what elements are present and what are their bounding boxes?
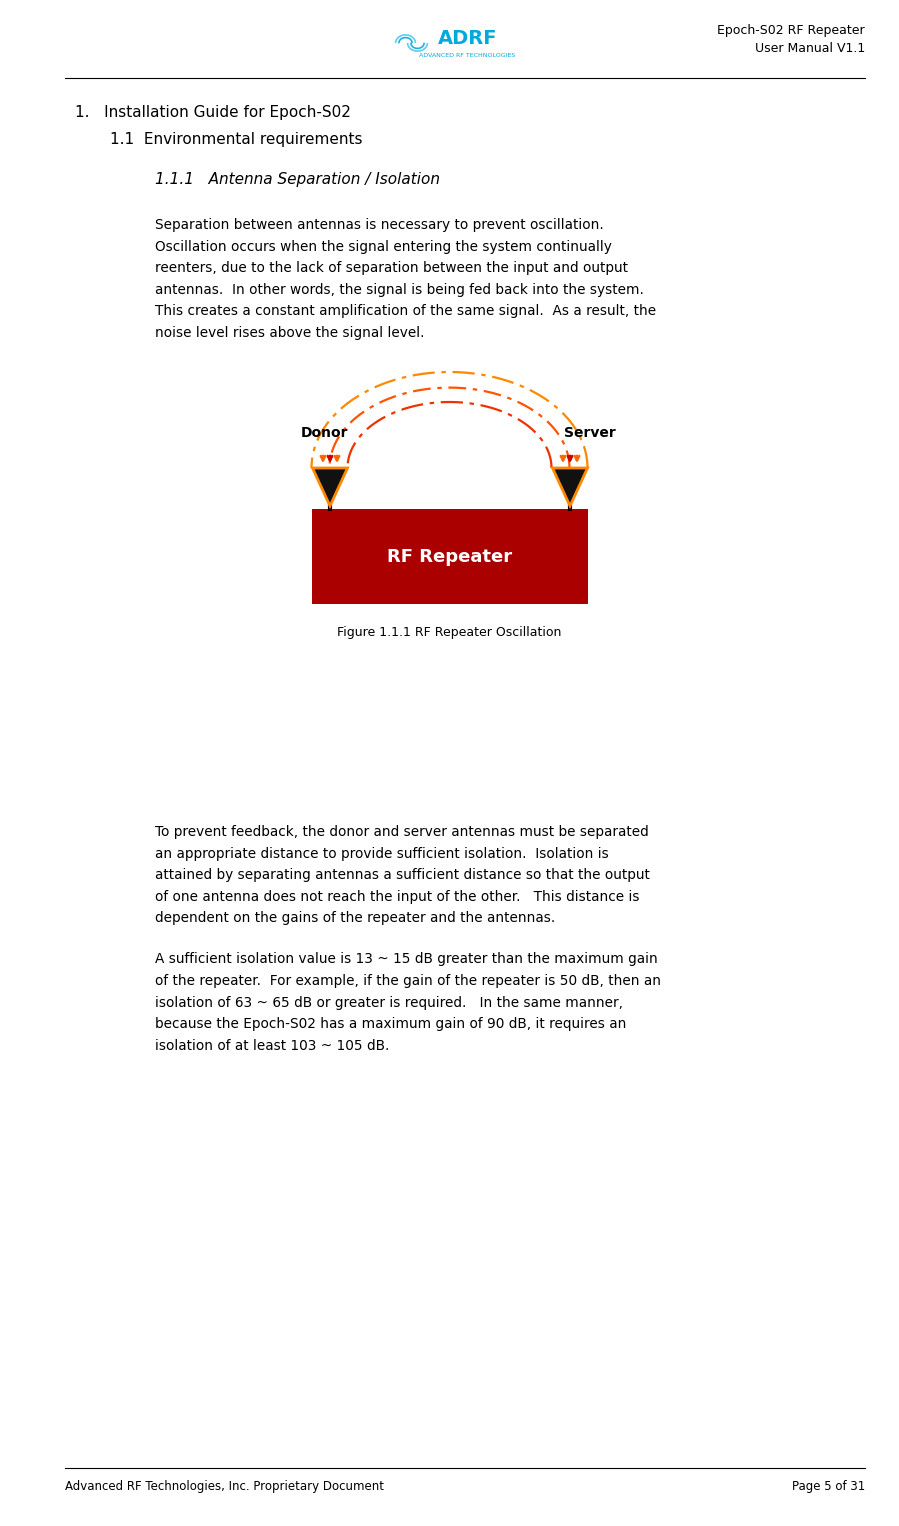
Text: ADRF: ADRF: [438, 29, 497, 47]
Text: Epoch-S02 RF Repeater: Epoch-S02 RF Repeater: [717, 23, 865, 37]
Text: A sufficient isolation value is 13 ~ 15 dB greater than the maximum gain: A sufficient isolation value is 13 ~ 15 …: [155, 952, 658, 966]
Text: RF Repeater: RF Repeater: [387, 548, 512, 566]
Text: Advanced RF Technologies, Inc. Proprietary Document: Advanced RF Technologies, Inc. Proprieta…: [65, 1480, 384, 1492]
Text: Donor: Donor: [301, 426, 349, 439]
Text: Figure 1.1.1 RF Repeater Oscillation: Figure 1.1.1 RF Repeater Oscillation: [337, 626, 562, 639]
Text: an appropriate distance to provide sufficient isolation.  Isolation is: an appropriate distance to provide suffi…: [155, 847, 609, 861]
Text: 1.1  Environmental requirements: 1.1 Environmental requirements: [110, 133, 362, 146]
Text: ADVANCED RF TECHNOLOGIES: ADVANCED RF TECHNOLOGIES: [419, 52, 516, 58]
Text: 1.   Installation Guide for Epoch-S02: 1. Installation Guide for Epoch-S02: [75, 105, 351, 121]
Text: isolation of at least 103 ~ 105 dB.: isolation of at least 103 ~ 105 dB.: [155, 1039, 389, 1053]
Text: Oscillation occurs when the signal entering the system continually: Oscillation occurs when the signal enter…: [155, 240, 612, 253]
Text: dependent on the gains of the repeater and the antennas.: dependent on the gains of the repeater a…: [155, 911, 556, 925]
Text: To prevent feedback, the donor and server antennas must be separated: To prevent feedback, the donor and serve…: [155, 826, 649, 839]
Text: attained by separating antennas a sufficient distance so that the output: attained by separating antennas a suffic…: [155, 868, 650, 882]
Text: of the repeater.  For example, if the gain of the repeater is 50 dB, then an: of the repeater. For example, if the gai…: [155, 974, 661, 987]
Text: User Manual V1.1: User Manual V1.1: [755, 41, 865, 55]
Text: 1.1.1   Antenna Separation / Isolation: 1.1.1 Antenna Separation / Isolation: [155, 172, 440, 188]
Text: of one antenna does not reach the input of the other.   This distance is: of one antenna does not reach the input …: [155, 890, 639, 903]
Polygon shape: [313, 468, 348, 507]
Text: because the Epoch-S02 has a maximum gain of 90 dB, it requires an: because the Epoch-S02 has a maximum gain…: [155, 1016, 627, 1032]
Text: antennas.  In other words, the signal is being fed back into the system.: antennas. In other words, the signal is …: [155, 282, 644, 296]
Text: isolation of 63 ~ 65 dB or greater is required.   In the same manner,: isolation of 63 ~ 65 dB or greater is re…: [155, 995, 623, 1010]
Text: noise level rises above the signal level.: noise level rises above the signal level…: [155, 325, 424, 339]
Text: reenters, due to the lack of separation between the input and output: reenters, due to the lack of separation …: [155, 261, 628, 275]
Text: Separation between antennas is necessary to prevent oscillation.: Separation between antennas is necessary…: [155, 218, 604, 232]
Polygon shape: [553, 468, 588, 507]
Bar: [312, 510, 588, 604]
Text: Server: Server: [565, 426, 616, 439]
Text: Page 5 of 31: Page 5 of 31: [792, 1480, 865, 1492]
Text: This creates a constant amplification of the same signal.  As a result, the: This creates a constant amplification of…: [155, 304, 656, 317]
